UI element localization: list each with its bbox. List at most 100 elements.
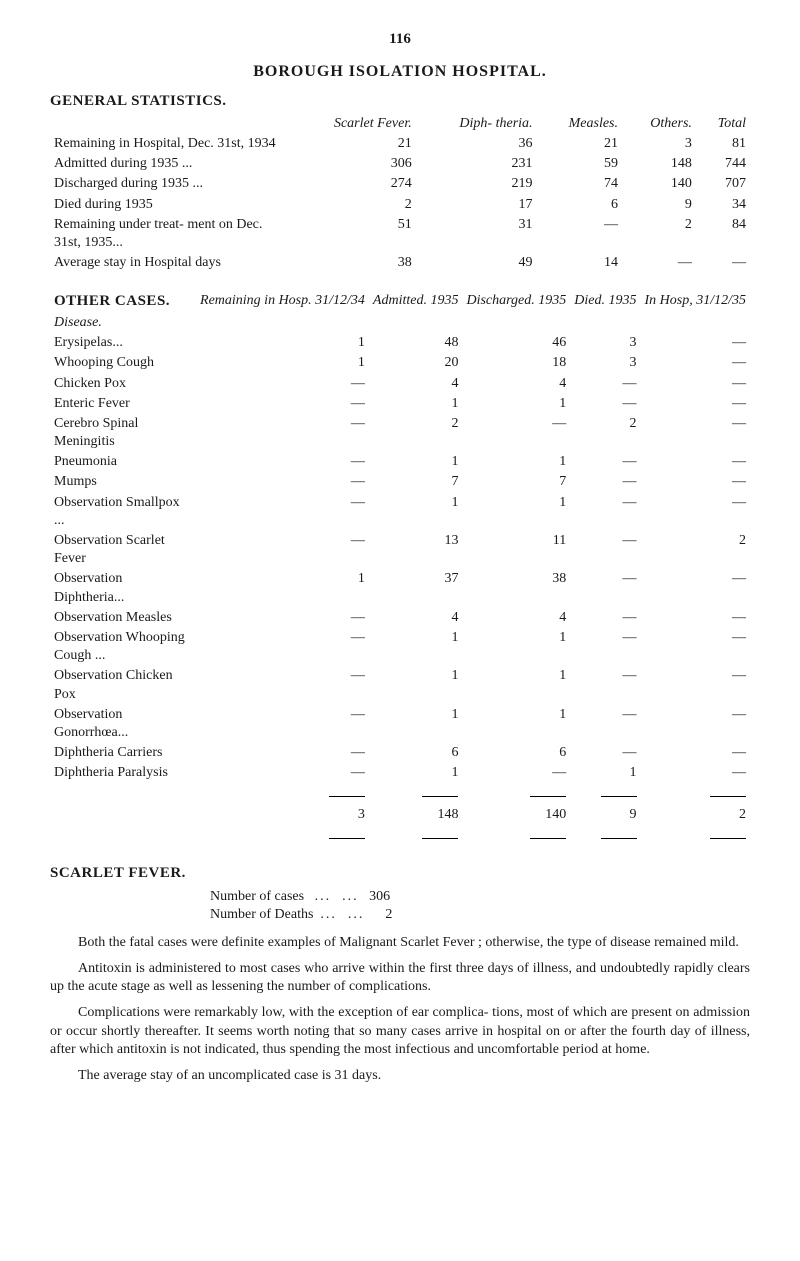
cell: 21 — [537, 134, 622, 154]
cell: — — [641, 666, 751, 704]
cell: 7 — [462, 472, 570, 492]
row-label: Mumps — [50, 472, 196, 492]
cell: 1 — [462, 666, 570, 704]
total-c4: 9 — [570, 805, 640, 825]
scarlet-summary: Number of cases ... ... 306 Number of De… — [210, 888, 750, 924]
table-row: Observation Smallpox ...—11—— — [50, 493, 750, 531]
cell: — — [570, 569, 640, 607]
row-label: Observation Scarlet Fever — [50, 531, 196, 569]
cell: 74 — [537, 174, 622, 194]
cell: — — [196, 374, 369, 394]
col-remaining: Remaining in Hosp. 31/12/34 — [196, 291, 369, 313]
cell: — — [462, 763, 570, 783]
cell: 744 — [696, 154, 750, 174]
col-admitted: Admitted. 1935 — [369, 291, 463, 313]
cell: 306 — [288, 154, 416, 174]
cell: 219 — [416, 174, 537, 194]
cell: 1 — [570, 763, 640, 783]
cell: — — [196, 531, 369, 569]
cell: 34 — [696, 195, 750, 215]
row-label: Admitted during 1935 ... — [50, 154, 288, 174]
table-row: Observation Measles—44—— — [50, 608, 750, 628]
cell: 2 — [369, 414, 463, 452]
table-row: Diphtheria Paralysis—1—1— — [50, 763, 750, 783]
cell: 38 — [462, 569, 570, 607]
col-diphtheria: Diph- theria. — [416, 114, 537, 134]
cell: 2 — [641, 531, 751, 569]
cell: 4 — [462, 608, 570, 628]
cell: 2 — [622, 215, 696, 253]
disease-label: Disease. — [50, 313, 196, 333]
cell: — — [570, 493, 640, 531]
col-measles: Measles. — [537, 114, 622, 134]
total-c2: 148 — [369, 805, 463, 825]
scarlet-deaths-value: 2 — [385, 907, 392, 922]
cell: 81 — [696, 134, 750, 154]
cell: — — [196, 628, 369, 666]
col-inhosp: In Hosp, 31/12/35 — [641, 291, 751, 313]
cell: 21 — [288, 134, 416, 154]
table-row: Admitted during 1935 ...30623159148744 — [50, 154, 750, 174]
cell: — — [641, 493, 751, 531]
table-row: Whooping Cough120183— — [50, 353, 750, 373]
cell: 6 — [462, 743, 570, 763]
cell: 2 — [288, 195, 416, 215]
cell: 14 — [537, 253, 622, 273]
cell: — — [641, 705, 751, 743]
table-row: Observation Gonorrhœa...—11—— — [50, 705, 750, 743]
row-label: Pneumonia — [50, 452, 196, 472]
other-cases-heading: OTHER CASES. — [50, 291, 196, 313]
col-died: Died. 1935 — [570, 291, 640, 313]
total-c5: 2 — [641, 805, 751, 825]
scarlet-fever-heading: SCARLET FEVER. — [50, 864, 750, 884]
cell: — — [641, 763, 751, 783]
row-label: Observation Diphtheria... — [50, 569, 196, 607]
row-label: Chicken Pox — [50, 374, 196, 394]
col-scarlet: Scarlet Fever. — [288, 114, 416, 134]
cell: 1 — [369, 705, 463, 743]
row-label: Whooping Cough — [50, 353, 196, 373]
cell: 38 — [288, 253, 416, 273]
table-row: Mumps—77—— — [50, 472, 750, 492]
scarlet-deaths-label: Number of Deaths — [210, 907, 313, 922]
scarlet-cases-label: Number of cases — [210, 889, 304, 904]
cell: — — [196, 472, 369, 492]
cell: 18 — [462, 353, 570, 373]
col-total: Total — [696, 114, 750, 134]
cell: 49 — [416, 253, 537, 273]
row-label: Erysipelas... — [50, 333, 196, 353]
cell: — — [622, 253, 696, 273]
scarlet-p3: Complications were remarkably low, with … — [50, 1004, 750, 1059]
col-discharged: Discharged. 1935 — [462, 291, 570, 313]
cell: — — [641, 569, 751, 607]
row-label: Remaining under treat- ment on Dec. 31st… — [50, 215, 288, 253]
cell: — — [641, 353, 751, 373]
row-label: Enteric Fever — [50, 394, 196, 414]
cell: 13 — [369, 531, 463, 569]
cell: 1 — [462, 628, 570, 666]
cell: 37 — [369, 569, 463, 607]
row-label: Observation Gonorrhœa... — [50, 705, 196, 743]
cell: 1 — [462, 493, 570, 531]
cell: 3 — [570, 333, 640, 353]
scarlet-p4: The average stay of an uncomplicated cas… — [50, 1067, 750, 1085]
row-label: Died during 1935 — [50, 195, 288, 215]
cell: — — [570, 705, 640, 743]
total-c1: 3 — [196, 805, 369, 825]
cell: — — [196, 452, 369, 472]
cell: 31 — [416, 215, 537, 253]
row-label: Observation Chicken Pox — [50, 666, 196, 704]
cell: — — [641, 472, 751, 492]
table-row: Discharged during 1935 ...27421974140707 — [50, 174, 750, 194]
cell: — — [462, 414, 570, 452]
cell: 59 — [537, 154, 622, 174]
cell: — — [196, 705, 369, 743]
table-row: Enteric Fever—11—— — [50, 394, 750, 414]
cell: — — [570, 374, 640, 394]
table-row: Average stay in Hospital days384914—— — [50, 253, 750, 273]
cell: — — [641, 452, 751, 472]
scarlet-p1: Both the fatal cases were definite examp… — [50, 934, 750, 952]
row-label: Diphtheria Paralysis — [50, 763, 196, 783]
table-row: Observation Whooping Cough ...—11—— — [50, 628, 750, 666]
cell: 707 — [696, 174, 750, 194]
